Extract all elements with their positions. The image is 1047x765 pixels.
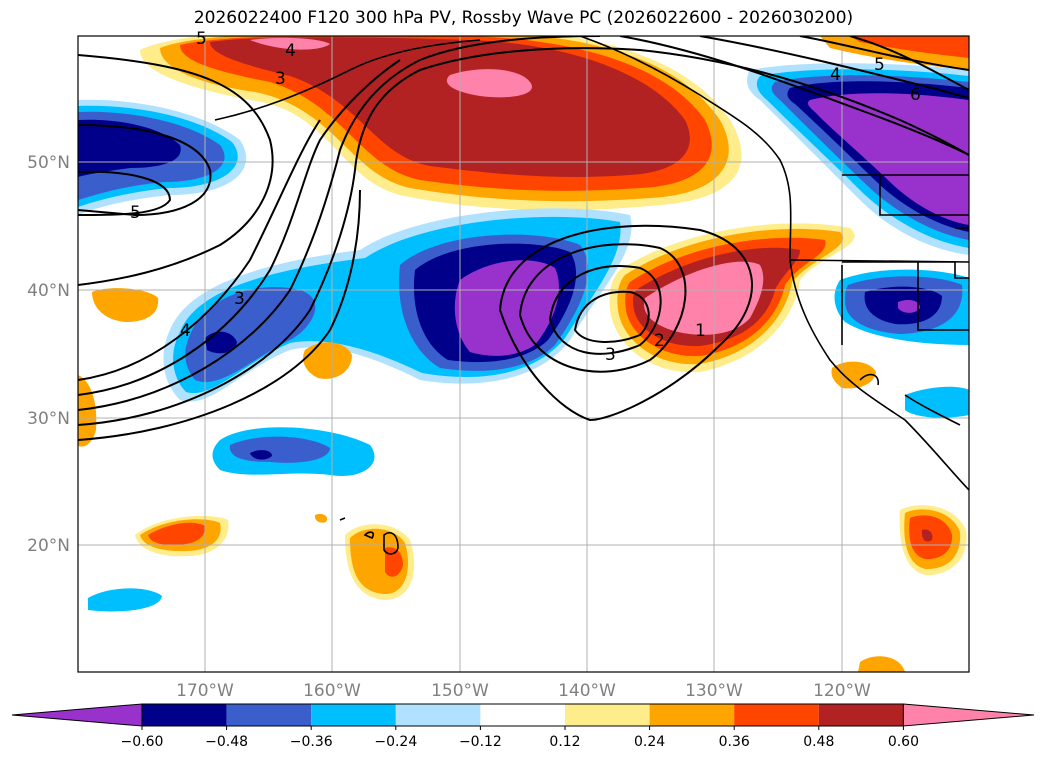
colorbar-extend-max	[902, 703, 1035, 727]
colorbar-segment	[480, 704, 565, 726]
lon-label: 170°W	[176, 681, 234, 701]
anomaly-positive-california	[644, 261, 764, 335]
colorbar-frame	[141, 703, 904, 727]
anomaly-positive-small	[850, 36, 969, 58]
lat-label: 50°N	[27, 153, 70, 173]
contour-label: 5	[874, 55, 885, 75]
colorbar-tick-label: −0.60	[121, 734, 164, 750]
colorbar-tick-label: 0.24	[634, 734, 665, 750]
contour-label: 5	[130, 203, 141, 223]
anomaly-negative-subtropical	[250, 450, 272, 460]
contour-label: 4	[830, 65, 841, 85]
lon-label: 140°W	[558, 681, 616, 701]
colorbar: −0.60 −0.48 −0.36 −0.24 −0.12 0.12 0.24 0.36 0.4…	[11, 703, 1035, 750]
lon-label: 150°W	[431, 681, 489, 701]
contour-label: 6	[910, 85, 921, 105]
anomaly-positive-small	[858, 656, 905, 672]
colorbar-segment	[311, 704, 396, 726]
colorbar-segment	[734, 704, 819, 726]
colorbar-tick-label: −0.48	[205, 734, 248, 750]
colorbar-extend-min	[11, 703, 143, 727]
anomaly-positive-small	[303, 342, 352, 379]
contour-label: 2	[654, 331, 665, 351]
anomaly-negative-sw-us	[898, 300, 920, 313]
contour-label: 3	[234, 289, 245, 309]
anomaly-positive-gulf-alaska	[210, 37, 690, 177]
plot-frame	[77, 35, 970, 673]
colorbar-segment	[565, 704, 650, 726]
colorbar-tick-label: −0.36	[290, 734, 333, 750]
colorbar-segment	[395, 704, 481, 726]
colorbar-tick-label: 0.36	[719, 734, 750, 750]
anomaly-negative-west	[78, 119, 181, 177]
contour-label: 5	[196, 29, 207, 49]
lat-label: 40°N	[27, 281, 70, 301]
contour-label: 1	[695, 321, 706, 341]
contour-label: 4	[180, 321, 191, 341]
anomaly-positive-small	[148, 522, 206, 546]
colorbar-segment	[818, 704, 904, 726]
anomaly-positive-small	[92, 288, 159, 322]
lat-label: 20°N	[27, 536, 70, 556]
colorbar-tick-label: 0.12	[549, 734, 580, 750]
anomaly-positive-gulf-alaska	[250, 37, 330, 50]
map-title: 2026022400 F120 300 hPa PV, Rossby Wave …	[193, 8, 854, 28]
pv-contours	[78, 36, 969, 441]
colorbar-tick-label: −0.12	[459, 734, 502, 750]
colorbar-tick-label: −0.24	[374, 734, 417, 750]
contour-label: 4	[285, 41, 296, 61]
anomaly-positive-small	[831, 361, 876, 389]
anomaly-positive-small	[314, 513, 328, 523]
lon-label: 130°W	[685, 681, 743, 701]
lat-label: 30°N	[27, 409, 70, 429]
anomaly-negative-central	[454, 260, 559, 356]
contour-label: 3	[275, 69, 286, 89]
colorbar-segment	[226, 704, 312, 726]
lon-label: 160°W	[303, 681, 361, 701]
shaded-field	[78, 36, 969, 672]
contour-label: 3	[605, 345, 616, 365]
colorbar-tick-label: 0.60	[888, 734, 919, 750]
anomaly-negative-sw-us	[905, 386, 969, 418]
lon-label: 120°W	[813, 681, 871, 701]
anomaly-positive-small	[921, 529, 933, 542]
contour-labels: 5 4 3 4 5 3 4 5 3 2 1 6	[130, 29, 921, 365]
colorbar-segment	[649, 704, 735, 726]
colorbar-segment	[142, 704, 227, 726]
colorbar-tick-label: 0.48	[803, 734, 834, 750]
anomaly-negative-subtropical	[88, 588, 162, 612]
anomaly-positive-gulf-alaska	[446, 69, 532, 98]
anomaly-negative-canada	[807, 93, 969, 225]
